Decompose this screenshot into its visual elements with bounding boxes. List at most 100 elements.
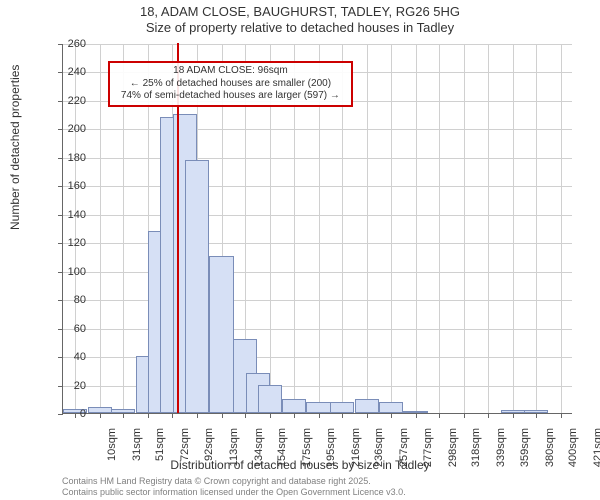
xtick-mark: [172, 413, 173, 418]
xtick-mark: [416, 413, 417, 418]
xtick-label: 257sqm: [398, 428, 410, 472]
histogram-bar: [355, 399, 379, 413]
xtick-mark: [294, 413, 295, 418]
xtick-mark: [100, 413, 101, 418]
xtick-mark: [245, 413, 246, 418]
xtick-label: 31sqm: [131, 428, 143, 472]
xtick-mark: [270, 413, 271, 418]
gridline-v: [513, 44, 514, 413]
annotation-line-1: 18 ADAM CLOSE: 96sqm: [114, 65, 347, 78]
gridline-v: [416, 44, 417, 413]
xtick-mark: [561, 413, 562, 418]
ytick-label: 240: [46, 66, 86, 78]
y-axis-label: Number of detached properties: [8, 65, 22, 230]
xtick-mark: [439, 413, 440, 418]
ytick-label: 160: [46, 180, 86, 192]
gridline-h: [63, 129, 572, 130]
xtick-mark: [536, 413, 537, 418]
plot-area: 18 ADAM CLOSE: 96sqm← 25% of detached ho…: [62, 44, 572, 414]
histogram-bar: [209, 256, 233, 413]
histogram-bar: [111, 409, 135, 413]
gridline-h: [63, 272, 572, 273]
gridline-v: [488, 44, 489, 413]
xtick-label: 236sqm: [373, 428, 385, 472]
annotation-line-3: 74% of semi-detached houses are larger (…: [114, 90, 347, 103]
gridline-h: [63, 300, 572, 301]
ytick-label: 80: [46, 294, 86, 306]
footer-line-1: Contains HM Land Registry data © Crown c…: [62, 476, 406, 487]
histogram-bar: [501, 410, 525, 413]
ytick-label: 20: [46, 380, 86, 392]
ytick-label: 100: [46, 266, 86, 278]
xtick-label: 51sqm: [154, 428, 166, 472]
xtick-label: 154sqm: [276, 428, 288, 472]
xtick-mark: [222, 413, 223, 418]
title-address: 18, ADAM CLOSE, BAUGHURST, TADLEY, RG26 …: [140, 4, 460, 19]
ytick-label: 40: [46, 351, 86, 363]
xtick-mark: [319, 413, 320, 418]
histogram-bar: [306, 402, 330, 413]
xtick-mark: [391, 413, 392, 418]
histogram-bar: [330, 402, 354, 413]
gridline-v: [391, 44, 392, 413]
gridline-h: [63, 243, 572, 244]
xtick-label: 400sqm: [567, 428, 579, 472]
xtick-mark: [123, 413, 124, 418]
xtick-mark: [197, 413, 198, 418]
x-axis-label: Distribution of detached houses by size …: [0, 458, 600, 472]
xtick-mark: [367, 413, 368, 418]
xtick-label: 277sqm: [422, 428, 434, 472]
xtick-label: 134sqm: [253, 428, 265, 472]
xtick-label: 298sqm: [447, 428, 459, 472]
annotation-box: 18 ADAM CLOSE: 96sqm← 25% of detached ho…: [108, 61, 353, 107]
xtick-label: 339sqm: [495, 428, 507, 472]
gridline-h: [63, 44, 572, 45]
histogram-bar: [524, 410, 548, 413]
gridline-v: [536, 44, 537, 413]
xtick-label: 113sqm: [228, 428, 240, 472]
xtick-label: 216sqm: [350, 428, 362, 472]
histogram-bar: [282, 399, 306, 413]
xtick-mark: [488, 413, 489, 418]
ytick-label: 220: [46, 95, 86, 107]
ytick-label: 200: [46, 123, 86, 135]
xtick-mark: [148, 413, 149, 418]
gridline-v: [439, 44, 440, 413]
gridline-v: [100, 44, 101, 413]
chart-title: 18, ADAM CLOSE, BAUGHURST, TADLEY, RG26 …: [0, 4, 600, 37]
ytick-label: 0: [46, 408, 86, 420]
histogram-bar: [258, 385, 282, 413]
gridline-h: [63, 329, 572, 330]
xtick-mark: [464, 413, 465, 418]
xtick-mark: [342, 413, 343, 418]
gridline-v: [367, 44, 368, 413]
gridline-h: [63, 215, 572, 216]
attribution-footer: Contains HM Land Registry data © Crown c…: [62, 476, 406, 498]
histogram-bar: [379, 402, 403, 413]
gridline-v: [561, 44, 562, 413]
title-subtitle: Size of property relative to detached ho…: [146, 20, 454, 35]
xtick-label: 195sqm: [325, 428, 337, 472]
histogram-bar: [88, 407, 112, 413]
footer-line-2: Contains public sector information licen…: [62, 487, 406, 498]
annotation-line-2: ← 25% of detached houses are smaller (20…: [114, 78, 347, 91]
gridline-v: [464, 44, 465, 413]
xtick-label: 318sqm: [470, 428, 482, 472]
ytick-label: 180: [46, 152, 86, 164]
ytick-label: 260: [46, 38, 86, 50]
xtick-label: 10sqm: [106, 428, 118, 472]
xtick-label: 92sqm: [203, 428, 215, 472]
ytick-label: 60: [46, 323, 86, 335]
xtick-mark: [513, 413, 514, 418]
histogram-bar: [403, 411, 427, 413]
xtick-label: 421sqm: [592, 428, 600, 472]
xtick-label: 380sqm: [544, 428, 556, 472]
ytick-label: 120: [46, 237, 86, 249]
histogram-bar: [185, 160, 209, 413]
xtick-label: 175sqm: [301, 428, 313, 472]
xtick-label: 72sqm: [179, 428, 191, 472]
gridline-h: [63, 186, 572, 187]
ytick-label: 140: [46, 209, 86, 221]
gridline-h: [63, 158, 572, 159]
xtick-label: 359sqm: [519, 428, 531, 472]
